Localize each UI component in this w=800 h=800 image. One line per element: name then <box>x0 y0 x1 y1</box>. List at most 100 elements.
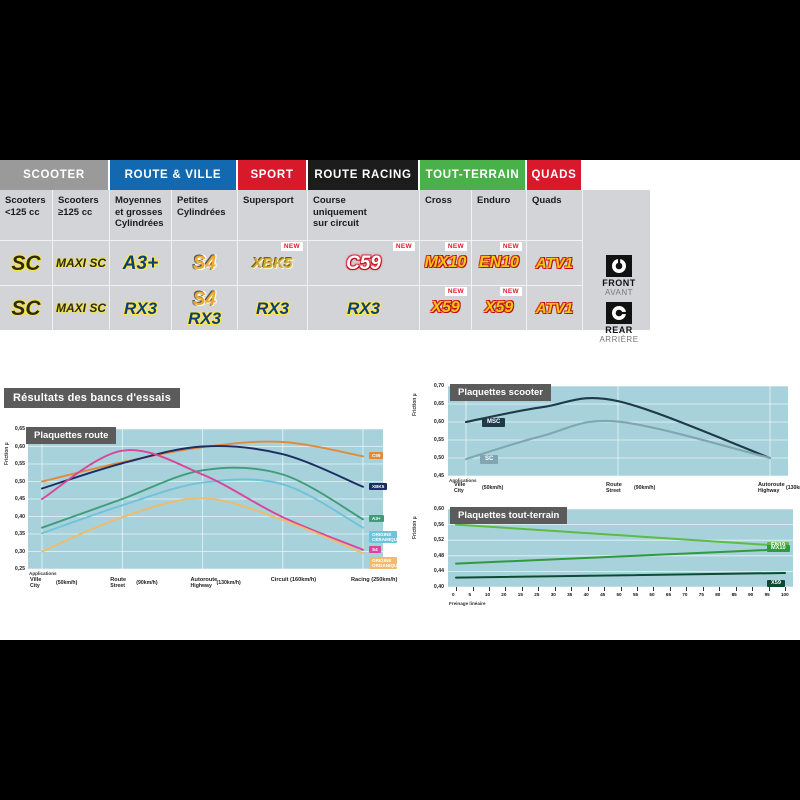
product-logo-a3-[interactable]: A3+ <box>122 252 159 274</box>
subheader-line: Enduro <box>477 195 511 206</box>
x-tick-label: 10 <box>484 592 491 597</box>
y-tick-label: 0,55 <box>433 437 444 443</box>
subheader-line: Moyennes <box>115 195 162 206</box>
product-logo-maxi-sc[interactable]: MAXI SC <box>55 256 106 270</box>
x-tick-mark <box>785 587 786 591</box>
y-tick-label: 0,48 <box>433 552 444 559</box>
x-tick-label: Autoroute Highway (130km/h) <box>190 577 241 589</box>
x-tick-en: Highway <box>190 583 212 589</box>
subheader-line: et grosses <box>115 206 163 218</box>
table-cell: NEW X59 <box>420 285 472 330</box>
axle-legend-item: REAR ARRIÈRE <box>588 302 650 344</box>
y-tick-label: 0,50 <box>14 478 25 485</box>
header-spacer <box>583 160 650 190</box>
product-logo-s4[interactable]: S4 <box>192 252 217 274</box>
x-tick-label: 35 <box>567 592 573 597</box>
x-tick-label: 60 <box>649 592 655 597</box>
y-tick-label: 0,44 <box>433 568 444 575</box>
x-tick-speed: (130km/h) <box>216 580 241 586</box>
x-tick-label: 85 <box>731 592 737 597</box>
x-tick-speed: (250km/h) <box>369 577 398 583</box>
x-tick-fr: Route <box>606 482 622 488</box>
y-tick-label: 0,55 <box>14 461 25 467</box>
table-header-quads: QUADS <box>527 160 583 190</box>
x-tick-label: 70 <box>682 592 688 597</box>
product-logo-maxi-sc[interactable]: MAXI SC <box>55 301 106 315</box>
chart-tt-ylabel: Friction µ <box>412 516 418 539</box>
x-tick-fr: Autoroute <box>758 482 785 488</box>
product-logo-c59[interactable]: C59 <box>346 252 381 274</box>
product-logo-xbk5[interactable]: XBK5 <box>252 254 293 272</box>
series-line-a3- <box>41 466 364 529</box>
x-tick-label: 45 <box>600 592 606 597</box>
chart-plaquettes-scooter: Plaquettes scooter Friction µ 0,45 0,50 0,… <box>410 382 800 502</box>
subheader-line: Cylindrées <box>115 218 164 229</box>
table-subheader-cell: Petites Cylindrées <box>172 190 238 240</box>
subheader-line: Course <box>313 195 346 206</box>
x-tick-mark <box>587 587 589 591</box>
subheader-line: sur circuit <box>313 218 359 229</box>
new-badge: NEW <box>444 287 467 296</box>
product-logo-rx3[interactable]: RX3 <box>255 298 290 318</box>
legend-key-c59[interactable]: C59 <box>369 452 384 460</box>
table-subheader-cell: Supersport <box>238 190 308 240</box>
x-tick-mark <box>669 587 671 591</box>
series-line-xbk5 <box>41 445 364 490</box>
results-banner: Résultats des bancs d'essais <box>4 388 181 408</box>
legend-key-a3-[interactable]: A3+ <box>369 515 384 523</box>
product-logo-x59[interactable]: X59 <box>484 299 514 316</box>
legend-key-x59[interactable]: X59 <box>767 579 785 587</box>
y-tick-label: 0,45 <box>14 496 25 502</box>
axle-legend: FRONT AVANT REAR ARRIÈRE <box>588 255 650 349</box>
legend-key-mx10[interactable]: MX10 <box>767 545 790 553</box>
table-cell: NEW EN10 <box>472 240 527 285</box>
x-tick-label: 20 <box>501 592 507 597</box>
table-header-tout-terrain: TOUT-TERRAIN <box>420 160 527 190</box>
legend-key-xbk5[interactable]: XBK5 <box>369 482 388 490</box>
y-tick-label: 0,50 <box>433 455 444 461</box>
product-logo-x59[interactable]: X59 <box>431 299 460 316</box>
table-header-scooter: SCOOTER <box>0 160 110 190</box>
product-logo-sc[interactable]: SC <box>11 251 41 275</box>
x-tick-speed: (90km/h) <box>136 580 158 586</box>
table-subheader-cell: Quads <box>527 190 583 240</box>
x-tick-label: 55 <box>633 592 639 597</box>
product-table: SCOOTER ROUTE & VILLE SPORT ROUTE RACING TOU… <box>0 160 650 330</box>
x-tick-label: Route Street (90km/h) <box>110 577 157 589</box>
product-logo-atv1[interactable]: ATV1 <box>535 299 574 317</box>
header-label: SPORT <box>250 169 294 181</box>
product-logo-s4[interactable]: S4 <box>192 288 217 310</box>
product-logo-rx3[interactable]: RX3 <box>187 308 222 328</box>
x-tick-label: 0 <box>452 592 455 597</box>
product-logo-mx10[interactable]: MX10 <box>424 254 467 271</box>
table-header-sport: SPORT <box>238 160 308 190</box>
legend-key-sc[interactable]: SC <box>480 455 499 465</box>
legend-key-s4[interactable]: S4 <box>369 545 381 553</box>
product-logo-rx3[interactable]: RX3 <box>346 298 381 318</box>
x-tick-fr: Route <box>110 577 127 583</box>
x-tick-label: 95 <box>764 592 770 597</box>
table-rear-row: SC MAXI SC RX3 S4 RX3 RX3 RX3 NEW X59 NEW X59 ATV1 <box>0 285 650 330</box>
x-tick-mark <box>554 587 556 591</box>
chart-scooter-xlabel: Applications <box>449 478 477 483</box>
series-line-msc <box>464 397 772 460</box>
x-tick-fr: Circuit (160km/h) <box>270 577 317 583</box>
product-logo-sc[interactable]: SC <box>11 296 41 320</box>
product-logo-rx3[interactable]: RX3 <box>123 298 158 318</box>
axle-label-main: REAR <box>605 325 633 335</box>
y-tick-label: 0,45 <box>433 473 444 479</box>
legend-key-origine-organique[interactable]: ORIGINE ORGANIQUE <box>369 557 400 570</box>
table-subheader-cell: Moyennes et grosses Cylindrées <box>110 190 172 240</box>
product-logo-en10[interactable]: EN10 <box>478 254 520 271</box>
x-tick-fr: Racing (250km/h) <box>351 577 398 583</box>
x-tick-mark <box>538 587 540 591</box>
x-tick-label: 40 <box>583 592 589 597</box>
front-disc-icon <box>606 255 632 277</box>
table-cell: NEW X59 <box>472 285 527 330</box>
legend-key-msc[interactable]: MSC <box>482 418 506 427</box>
product-logo-atv1[interactable]: ATV1 <box>535 254 574 272</box>
table-cell: RX3 <box>238 285 308 330</box>
legend-key-origine-c-ramique[interactable]: ORIGINE CÉRAMIQUE <box>369 530 400 543</box>
x-tick-en: Street <box>606 488 621 494</box>
x-tick-mark <box>505 587 507 591</box>
